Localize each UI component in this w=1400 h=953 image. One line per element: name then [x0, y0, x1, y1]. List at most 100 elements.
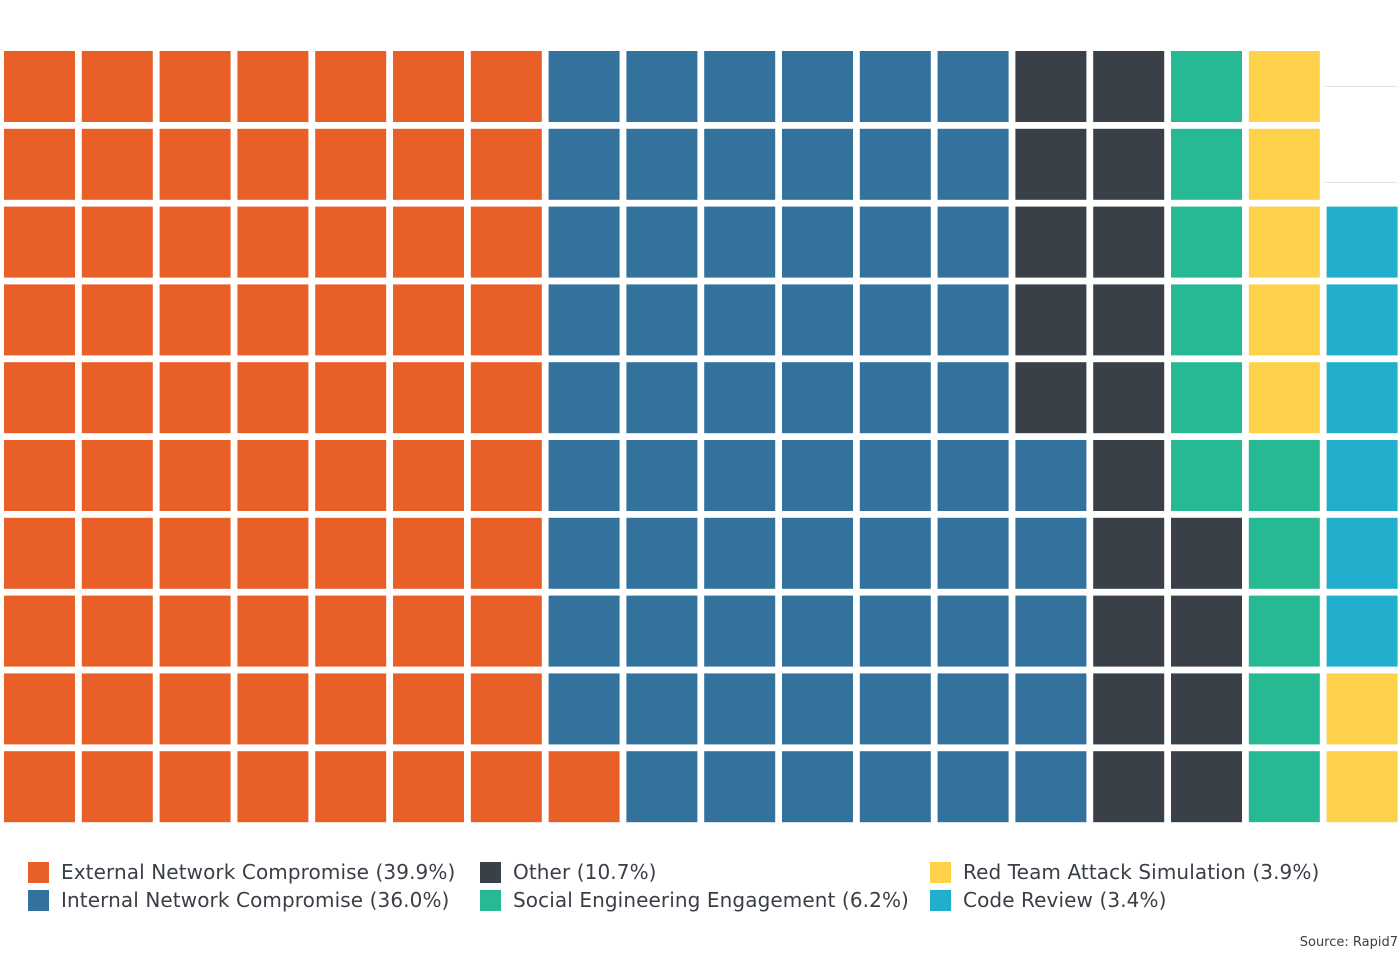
- waffle-cell-other: [1093, 751, 1165, 823]
- waffle-cell-external-network-compromise: [315, 673, 387, 745]
- waffle-cell-internal-network-compromise: [859, 440, 931, 511]
- waffle-cell-external-network-compromise: [470, 440, 542, 511]
- waffle-cell-internal-network-compromise: [937, 751, 1009, 823]
- waffle-cell-external-network-compromise: [315, 595, 387, 667]
- waffle-cell-social-engineering-engagement: [1248, 595, 1320, 667]
- waffle-cell-external-network-compromise: [4, 128, 75, 200]
- waffle-cell-external-network-compromise: [4, 751, 75, 823]
- waffle-cell-internal-network-compromise: [937, 673, 1009, 745]
- waffle-cell-internal-network-compromise: [782, 128, 853, 200]
- waffle-cell-red-team-attack-simulation: [1248, 128, 1320, 200]
- waffle-cell-external-network-compromise: [315, 284, 387, 356]
- waffle-cell-external-network-compromise: [470, 673, 542, 745]
- waffle-cell-internal-network-compromise: [548, 362, 620, 434]
- waffle-cell-external-network-compromise: [393, 362, 464, 434]
- waffle-cell-internal-network-compromise: [626, 362, 698, 434]
- waffle-cell-internal-network-compromise: [1015, 595, 1087, 667]
- waffle-cell-external-network-compromise: [237, 206, 309, 278]
- legend-swatch-red-team: [930, 861, 951, 883]
- waffle-cell-other: [1015, 51, 1087, 122]
- waffle-cell-code-review: [1326, 206, 1398, 278]
- waffle-cell-external-network-compromise: [81, 751, 153, 823]
- waffle-cell-internal-network-compromise: [937, 517, 1009, 589]
- waffle-cell-external-network-compromise: [4, 440, 75, 511]
- waffle-cell-external-network-compromise: [393, 128, 464, 200]
- legend-label: Code Review (3.4%): [963, 888, 1167, 912]
- waffle-cell-internal-network-compromise: [937, 595, 1009, 667]
- waffle-cell-internal-network-compromise: [937, 284, 1009, 356]
- waffle-cell-external-network-compromise: [470, 128, 542, 200]
- waffle-cell-internal-network-compromise: [548, 284, 620, 356]
- waffle-cell-other: [1015, 206, 1087, 278]
- waffle-cell-internal-network-compromise: [859, 673, 931, 745]
- waffle-cell-external-network-compromise: [470, 284, 542, 356]
- waffle-cell-external-network-compromise: [159, 362, 231, 434]
- waffle-cell-internal-network-compromise: [859, 51, 931, 122]
- waffle-cell-external-network-compromise: [159, 206, 231, 278]
- waffle-cell-internal-network-compromise: [704, 440, 776, 511]
- waffle-cell-external-network-compromise: [237, 51, 309, 122]
- waffle-cell-other: [1093, 673, 1165, 745]
- waffle-cell-internal-network-compromise: [782, 751, 853, 823]
- waffle-cell-external-network-compromise: [4, 673, 75, 745]
- waffle-cell-social-engineering-engagement: [1171, 440, 1242, 511]
- waffle-cell-external-network-compromise: [393, 751, 464, 823]
- waffle-cell-internal-network-compromise: [704, 362, 776, 434]
- waffle-cell-internal-network-compromise: [704, 673, 776, 745]
- legend-swatch-social: [480, 889, 501, 911]
- waffle-cell-external-network-compromise: [81, 284, 153, 356]
- waffle-cell-internal-network-compromise: [859, 751, 931, 823]
- waffle-cell-red-team-attack-simulation: [1326, 751, 1398, 823]
- waffle-cell-internal-network-compromise: [626, 517, 698, 589]
- legend-item-red-team-attack-simulation: Red Team Attack Simulation (3.9%): [930, 858, 1319, 886]
- waffle-cell-other: [1171, 673, 1242, 745]
- waffle-cell-external-network-compromise: [4, 362, 75, 434]
- waffle-cell-internal-network-compromise: [937, 362, 1009, 434]
- waffle-cell-other: [1093, 517, 1165, 589]
- waffle-cell-internal-network-compromise: [548, 440, 620, 511]
- waffle-cell-internal-network-compromise: [1015, 517, 1087, 589]
- waffle-cell-other: [1171, 595, 1242, 667]
- waffle-cell-external-network-compromise: [159, 51, 231, 122]
- waffle-cell-external-network-compromise: [81, 440, 153, 511]
- waffle-cell-internal-network-compromise: [548, 595, 620, 667]
- waffle-cell-external-network-compromise: [548, 751, 620, 823]
- waffle-cell-external-network-compromise: [470, 206, 542, 278]
- waffle-cell-external-network-compromise: [159, 128, 231, 200]
- waffle-cell-internal-network-compromise: [859, 206, 931, 278]
- waffle-cell-external-network-compromise: [81, 517, 153, 589]
- legend-item-internal-network-compromise: Internal Network Compromise (36.0%): [28, 886, 449, 914]
- legend-label: Red Team Attack Simulation (3.9%): [963, 860, 1320, 884]
- waffle-cell-internal-network-compromise: [859, 595, 931, 667]
- waffle-cell-external-network-compromise: [4, 206, 75, 278]
- waffle-cell-code-review: [1326, 440, 1398, 511]
- waffle-cell-code-review: [1326, 517, 1398, 589]
- legend-label: Internal Network Compromise (36.0%): [61, 888, 450, 912]
- waffle-cell-external-network-compromise: [315, 440, 387, 511]
- waffle-chart: [4, 51, 1398, 823]
- waffle-cell-external-network-compromise: [470, 751, 542, 823]
- waffle-cell-other: [1093, 128, 1165, 200]
- waffle-cell-external-network-compromise: [237, 673, 309, 745]
- waffle-cell-internal-network-compromise: [704, 51, 776, 122]
- waffle-cell-internal-network-compromise: [548, 517, 620, 589]
- waffle-cell-internal-network-compromise: [782, 517, 853, 589]
- waffle-cell-internal-network-compromise: [859, 128, 931, 200]
- waffle-cell-external-network-compromise: [237, 751, 309, 823]
- waffle-cell-internal-network-compromise: [859, 517, 931, 589]
- waffle-cell-internal-network-compromise: [626, 751, 698, 823]
- legend-label: Social Engineering Engagement (6.2%): [513, 888, 909, 912]
- legend-item-code-review: Code Review (3.4%): [930, 886, 1167, 914]
- legend-swatch-other: [480, 861, 501, 883]
- waffle-cell-red-team-attack-simulation: [1248, 206, 1320, 278]
- waffle-cell-external-network-compromise: [237, 284, 309, 356]
- waffle-cell-external-network-compromise: [81, 206, 153, 278]
- waffle-cell-external-network-compromise: [393, 51, 464, 122]
- legend-label: Other (10.7%): [513, 860, 657, 884]
- waffle-cell-external-network-compromise: [237, 128, 309, 200]
- waffle-cell-external-network-compromise: [315, 128, 387, 200]
- waffle-cell-internal-network-compromise: [626, 595, 698, 667]
- waffle-cell-internal-network-compromise: [548, 206, 620, 278]
- waffle-cell-code-review: [1326, 595, 1398, 667]
- waffle-cell-internal-network-compromise: [548, 673, 620, 745]
